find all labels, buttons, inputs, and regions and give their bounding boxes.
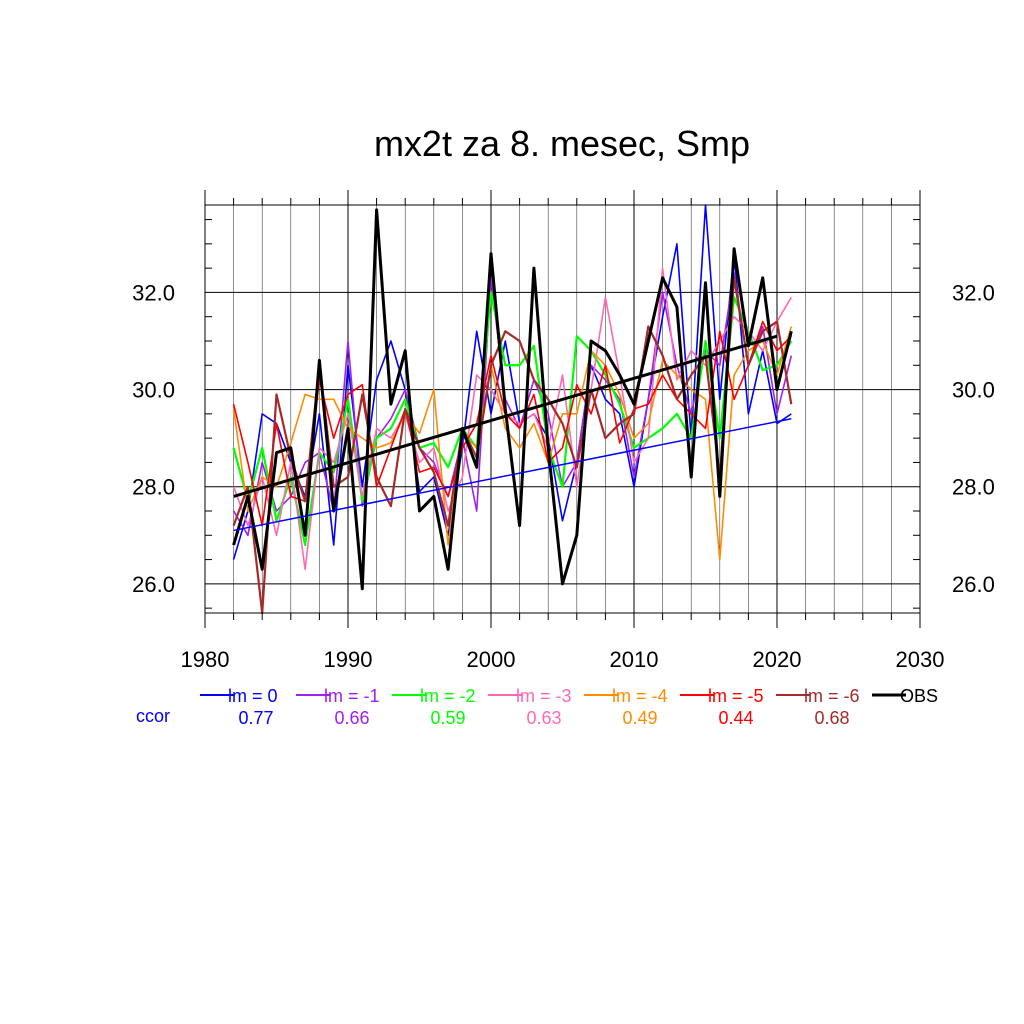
legend: ccor lm = 00.77 lm = -10.66 lm = -20.59 lm =… [136,686,938,728]
trend-lines [233,334,792,532]
y-tick-label-left: 26.0 [132,572,175,597]
ccor-value-lm-4: 0.49 [622,708,657,728]
y-tick-label-right: 26.0 [952,572,995,597]
x-tick-label: 2000 [467,647,516,672]
legend-label-lm-5: lm = -5 [708,686,764,706]
grid-lines [205,205,920,613]
x-tick-label: 2020 [753,647,802,672]
legend-label-obs: OBS [900,686,938,706]
y-tick-label-right: 30.0 [952,378,995,403]
legend-label-lm-2: lm = -2 [420,686,476,706]
series-line-lm-5 [232,320,792,527]
x-tick-label: 1980 [181,647,230,672]
y-tick-label-left: 32.0 [132,280,175,305]
ccor-value-lm-3: 0.63 [526,708,561,728]
ccor-value-lm-1: 0.66 [334,708,369,728]
ccor-value-lm-2: 0.59 [430,708,465,728]
ccor-value-lm-5: 0.44 [718,708,753,728]
legend-label-lm-1: lm = -1 [324,686,380,706]
legend-label-lm-6: lm = -6 [804,686,860,706]
y-tick-label-right: 32.0 [952,280,995,305]
ccor-label: ccor [136,706,170,726]
trend-line-obs [233,334,778,498]
x-tick-label: 2030 [896,647,945,672]
legend-label-lm-0: lm = 0 [228,686,278,706]
series-lines [232,204,793,615]
plot-frame [204,204,921,614]
y-tick-label-right: 28.0 [952,475,995,500]
series-line-obs [232,208,793,591]
legend-label-lm-4: lm = -4 [612,686,668,706]
legend-label-lm-3: lm = -3 [516,686,572,706]
y-tick-label-left: 28.0 [132,475,175,500]
trend-line-lm-0 [233,417,792,532]
x-tick-label: 2010 [610,647,659,672]
axes: 1980 1990 2000 2010 2020 2030 26.0 26.0 28.0 28.0… [132,190,995,672]
chart-title: mx2t za 8. mesec, Smp [374,123,750,164]
ccor-value-lm-6: 0.68 [814,708,849,728]
y-tick-label-left: 30.0 [132,378,175,403]
ccor-value-lm-0: 0.77 [238,708,273,728]
x-tick-label: 1990 [324,647,373,672]
